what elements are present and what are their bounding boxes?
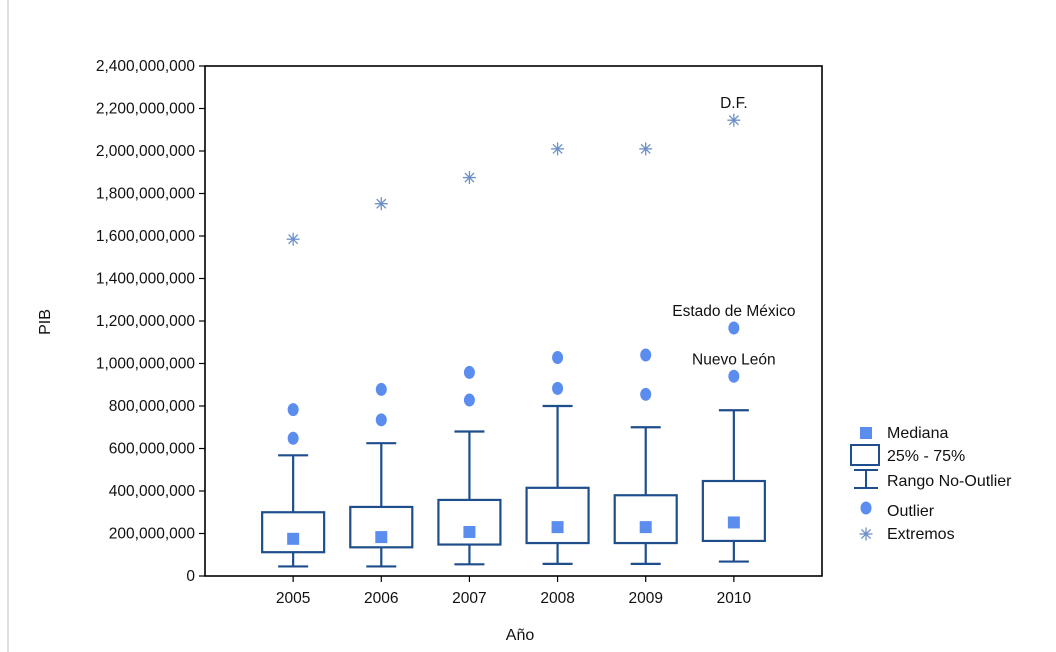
- iqr-box: [701, 479, 766, 543]
- x-tick-label: 2007: [452, 590, 486, 607]
- extreme-point: [727, 113, 741, 127]
- annotation-label: Estado de México: [672, 303, 795, 320]
- iqr-box: [261, 511, 326, 554]
- outlier-point: [552, 351, 564, 365]
- box-group-2005: [261, 232, 326, 568]
- median-marker: [639, 521, 652, 534]
- box-group-2010: [701, 113, 766, 563]
- box-group-2007: [437, 171, 502, 566]
- annotations-layer: D.F. Estado de México Nuevo León: [672, 95, 795, 368]
- legend-outlier-swatch: [860, 501, 872, 515]
- outlier-point: [287, 403, 299, 417]
- y-tick-label: 0: [186, 568, 195, 585]
- x-axis: 2005 2006 2007 2008 2009 2010: [276, 576, 752, 607]
- iqr-box: [613, 494, 678, 545]
- x-tick-label: 2005: [276, 590, 310, 607]
- extreme-point: [462, 171, 476, 185]
- iqr-box: [525, 486, 590, 545]
- y-tick-label: 1,800,000,000: [96, 186, 196, 203]
- median-marker: [551, 521, 564, 534]
- boxes-layer: [261, 113, 766, 568]
- x-tick-label: 2010: [717, 590, 752, 607]
- outlier-point: [463, 365, 475, 379]
- outlier-point: [287, 431, 299, 445]
- y-tick-label: 800,000,000: [109, 398, 196, 415]
- box-group-2006: [349, 197, 414, 568]
- y-tick-label: 400,000,000: [109, 483, 196, 500]
- outlier-point: [640, 387, 652, 401]
- median-marker: [287, 532, 300, 545]
- y-tick-label: 1,200,000,000: [96, 313, 196, 330]
- outlier-point: [728, 369, 740, 383]
- y-tick-label: 2,000,000,000: [96, 143, 196, 160]
- x-tick-label: 2006: [364, 590, 398, 607]
- median-marker: [727, 516, 740, 529]
- iqr-box: [349, 505, 414, 549]
- outlier-point: [375, 382, 387, 396]
- box-group-2009: [613, 142, 678, 565]
- x-axis-title: Año: [506, 627, 535, 644]
- y-tick-label: 2,200,000,000: [96, 101, 196, 118]
- extreme-point: [551, 142, 565, 156]
- y-tick-label: 200,000,000: [109, 526, 196, 543]
- y-tick-label: 1,400,000,000: [96, 271, 196, 288]
- x-tick-label: 2008: [540, 590, 574, 607]
- extreme-point: [374, 197, 388, 211]
- legend-median-swatch: [860, 427, 872, 439]
- legend-label-mediana: Mediana: [887, 425, 948, 442]
- y-tick-label: 1,000,000,000: [96, 356, 196, 373]
- legend: Mediana 25% - 75% Rango No-Outlier Outlier E…: [850, 425, 1012, 543]
- legend-box-swatch: [850, 444, 880, 466]
- legend-label-iqr: 25% - 75%: [887, 448, 965, 465]
- outlier-point: [552, 381, 564, 395]
- legend-label-outlier: Outlier: [887, 503, 935, 520]
- box-group-2008: [525, 142, 590, 565]
- outlier-point: [375, 413, 387, 427]
- y-tick-label: 2,400,000,000: [96, 58, 196, 75]
- legend-label-extremos: Extremos: [887, 526, 955, 543]
- x-tick-label: 2009: [628, 590, 662, 607]
- legend-label-rango: Rango No-Outlier: [887, 473, 1012, 490]
- outlier-point: [640, 348, 652, 362]
- y-axis-title: PIB: [37, 309, 54, 335]
- extreme-point: [639, 142, 653, 156]
- extreme-point: [286, 232, 300, 246]
- legend-extreme-swatch: [859, 527, 873, 541]
- y-tick-label: 600,000,000: [109, 441, 196, 458]
- annotation-label: Nuevo León: [692, 351, 776, 368]
- y-axis: 0 200,000,000 400,000,000 600,000,000 800,00…: [96, 58, 205, 585]
- median-marker: [375, 531, 388, 544]
- outlier-point: [463, 393, 475, 407]
- outlier-point: [728, 321, 740, 335]
- annotation-label: D.F.: [720, 95, 748, 112]
- median-marker: [463, 526, 476, 539]
- y-tick-label: 1,600,000,000: [96, 228, 196, 245]
